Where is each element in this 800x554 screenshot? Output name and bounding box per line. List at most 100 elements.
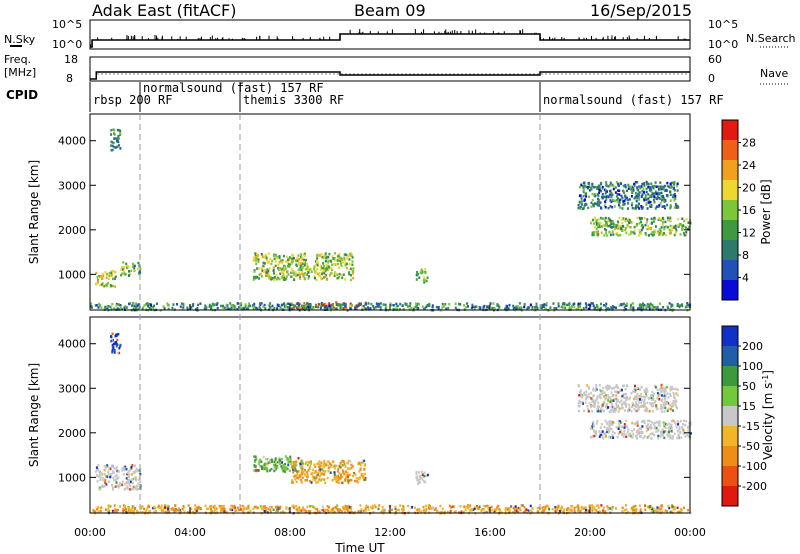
- data-pixel: [126, 484, 129, 488]
- data-pixel: [549, 306, 552, 309]
- data-pixel: [599, 216, 602, 220]
- data-pixel: [313, 276, 316, 280]
- data-pixel: [346, 257, 349, 260]
- data-pixel: [659, 435, 662, 438]
- data-pixel: [420, 268, 423, 271]
- data-pixel: [179, 509, 182, 512]
- data-pixel: [301, 262, 304, 265]
- data-pixel: [365, 303, 367, 306]
- data-pixel: [300, 268, 303, 272]
- data-pixel: [611, 434, 614, 437]
- data-pixel: [664, 426, 667, 430]
- data-pixel: [499, 509, 502, 512]
- data-pixel: [350, 305, 353, 308]
- data-pixel: [291, 481, 294, 484]
- data-pixel: [163, 307, 166, 310]
- data-pixel: [590, 397, 593, 400]
- data-pixel: [570, 505, 573, 508]
- data-pixel: [669, 219, 672, 222]
- data-pixel: [346, 509, 349, 513]
- data-pixel: [609, 420, 612, 423]
- data-pixel: [296, 302, 299, 305]
- data-pixel: [660, 191, 663, 195]
- data-pixel: [628, 221, 631, 225]
- data-pixel: [166, 304, 169, 307]
- data-pixel: [637, 408, 640, 411]
- data-pixel: [264, 307, 267, 310]
- data-pixel: [331, 306, 334, 309]
- data-pixel: [110, 133, 113, 136]
- data-pixel: [578, 405, 581, 408]
- data-pixel: [373, 306, 375, 310]
- data-pixel: [290, 303, 293, 307]
- data-pixel: [655, 509, 657, 512]
- data-pixel: [299, 462, 302, 466]
- data-pixel: [645, 308, 648, 311]
- data-pixel: [294, 271, 297, 274]
- data-pixel: [595, 430, 598, 433]
- data-pixel: [679, 304, 681, 307]
- data-pixel: [607, 431, 610, 434]
- data-pixel: [667, 430, 670, 434]
- data-pixel: [288, 258, 291, 261]
- data-pixel: [617, 419, 620, 423]
- data-pixel: [640, 228, 643, 232]
- data-pixel: [615, 384, 618, 387]
- data-pixel: [657, 429, 660, 433]
- data-pixel: [542, 505, 545, 509]
- data-pixel: [298, 509, 301, 512]
- data-pixel: [345, 253, 348, 257]
- data-pixel: [645, 180, 648, 184]
- data-pixel: [310, 270, 313, 273]
- data-pixel: [205, 306, 208, 309]
- data-pixel: [543, 303, 546, 306]
- data-pixel: [673, 432, 676, 435]
- data-pixel: [523, 510, 525, 514]
- data-pixel: [636, 181, 639, 184]
- data-pixel: [266, 268, 269, 271]
- data-pixel: [631, 402, 634, 405]
- data-pixel: [385, 306, 388, 309]
- data-pixel: [657, 233, 660, 236]
- data-pixel: [541, 304, 544, 307]
- data-pixel: [485, 510, 488, 514]
- data-pixel: [595, 304, 598, 307]
- data-pixel: [610, 391, 613, 394]
- data-pixel: [651, 509, 654, 513]
- data-pixel: [587, 206, 590, 210]
- data-pixel: [335, 480, 338, 483]
- data-pixel: [266, 467, 269, 470]
- data-pixel: [214, 508, 216, 511]
- data-pixel: [141, 307, 144, 311]
- data-pixel: [321, 267, 323, 270]
- data-pixel: [490, 509, 493, 512]
- data-pixel: [345, 262, 348, 266]
- data-pixel: [110, 271, 113, 275]
- colorbar-tick-label: 12: [742, 227, 756, 240]
- data-pixel: [417, 479, 420, 482]
- data-pixel: [512, 304, 515, 308]
- data-pixel: [655, 430, 658, 433]
- data-pixel: [566, 303, 569, 307]
- data-pixel: [477, 507, 480, 510]
- data-pixel: [132, 262, 135, 266]
- data-pixel: [404, 303, 407, 306]
- data-pixel: [598, 405, 600, 409]
- data-pixel: [621, 207, 624, 210]
- data-pixel: [112, 488, 114, 491]
- data-pixel: [252, 259, 255, 262]
- data-pixel: [642, 302, 644, 305]
- velocity-frame: [89, 316, 691, 514]
- data-pixel: [344, 504, 347, 508]
- data-pixel: [284, 267, 287, 271]
- data-pixel: [275, 256, 278, 260]
- data-pixel: [594, 399, 597, 403]
- data-pixel: [283, 467, 285, 470]
- data-pixel: [603, 400, 606, 404]
- data-pixel: [418, 509, 421, 512]
- data-pixel: [466, 302, 469, 305]
- data-pixel: [176, 509, 179, 512]
- data-pixel: [442, 305, 445, 308]
- data-pixel: [517, 511, 520, 514]
- data-pixel: [300, 253, 303, 256]
